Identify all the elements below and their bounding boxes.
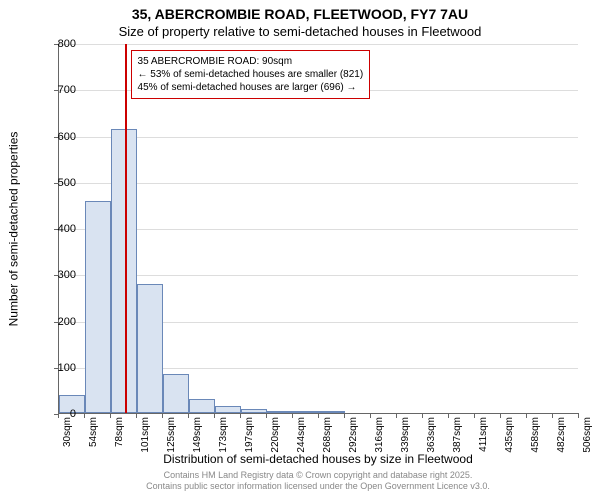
ytick-label: 400 <box>40 223 76 235</box>
xtick-label: 173sqm <box>218 417 229 453</box>
xtick-label: 220sqm <box>270 417 281 453</box>
xtick-label: 30sqm <box>62 417 73 447</box>
xtick-label: 101sqm <box>140 417 151 453</box>
xtick-mark <box>240 413 241 418</box>
xtick-label: 125sqm <box>166 417 177 453</box>
histogram-bar <box>267 411 293 413</box>
xtick-label: 482sqm <box>556 417 567 453</box>
ytick-label: 100 <box>40 362 76 374</box>
xtick-mark <box>422 413 423 418</box>
ytick-label: 700 <box>40 84 76 96</box>
xtick-mark <box>110 413 111 418</box>
xtick-mark <box>474 413 475 418</box>
xtick-mark <box>84 413 85 418</box>
xtick-label: 411sqm <box>478 417 489 452</box>
xtick-mark <box>162 413 163 418</box>
property-size-chart: 35, ABERCROMBIE ROAD, FLEETWOOD, FY7 7AU… <box>0 0 600 500</box>
xtick-label: 268sqm <box>322 417 333 453</box>
ytick-label: 500 <box>40 177 76 189</box>
xtick-label: 78sqm <box>114 417 125 447</box>
xtick-mark <box>266 413 267 418</box>
chart-subtitle: Size of property relative to semi-detach… <box>0 24 600 39</box>
xtick-label: 292sqm <box>348 417 359 453</box>
histogram-bar <box>189 399 215 413</box>
histogram-bar <box>137 284 163 414</box>
ytick-label: 300 <box>40 269 76 281</box>
attribution-line-1: Contains HM Land Registry data © Crown c… <box>58 470 578 481</box>
gridline <box>59 44 578 45</box>
xtick-label: 363sqm <box>426 417 437 453</box>
ytick-label: 800 <box>40 38 76 50</box>
ytick-label: 200 <box>40 316 76 328</box>
xtick-mark <box>292 413 293 418</box>
xtick-label: 339sqm <box>400 417 411 453</box>
xtick-label: 54sqm <box>88 417 99 447</box>
xtick-mark <box>552 413 553 418</box>
histogram-bar <box>241 409 267 413</box>
annotation-line-1: 35 ABERCROMBIE ROAD: 90sqm <box>138 55 364 68</box>
xtick-mark <box>188 413 189 418</box>
x-axis-label: Distribution of semi-detached houses by … <box>58 452 578 466</box>
histogram-bar <box>293 411 319 413</box>
xtick-mark <box>318 413 319 418</box>
annotation-line-2: ← 53% of semi-detached houses are smalle… <box>138 68 364 81</box>
histogram-bar <box>163 374 189 413</box>
annotation-box: 35 ABERCROMBIE ROAD: 90sqm ← 53% of semi… <box>131 50 371 99</box>
xtick-label: 244sqm <box>296 417 307 453</box>
ytick-label: 600 <box>40 131 76 143</box>
xtick-label: 149sqm <box>192 417 203 453</box>
xtick-mark <box>578 413 579 418</box>
xtick-label: 387sqm <box>452 417 463 453</box>
histogram-bar <box>215 406 241 413</box>
plot-area: 35 ABERCROMBIE ROAD: 90sqm ← 53% of semi… <box>58 44 578 414</box>
property-marker-line <box>125 44 127 413</box>
xtick-mark <box>500 413 501 418</box>
xtick-label: 316sqm <box>374 417 385 453</box>
xtick-label: 458sqm <box>530 417 541 453</box>
xtick-label: 506sqm <box>582 417 593 453</box>
xtick-mark <box>370 413 371 418</box>
annotation-line-3: 45% of semi-detached houses are larger (… <box>138 81 364 94</box>
xtick-mark <box>396 413 397 418</box>
xtick-mark <box>526 413 527 418</box>
xtick-label: 197sqm <box>244 417 255 453</box>
chart-title: 35, ABERCROMBIE ROAD, FLEETWOOD, FY7 7AU <box>0 6 600 22</box>
xtick-mark <box>58 413 59 418</box>
histogram-bar <box>319 411 345 413</box>
attribution-text: Contains HM Land Registry data © Crown c… <box>58 470 578 493</box>
y-axis-label: Number of semi-detached properties <box>6 44 20 414</box>
histogram-bar <box>85 201 111 413</box>
xtick-label: 435sqm <box>504 417 515 453</box>
xtick-mark <box>448 413 449 418</box>
xtick-mark <box>214 413 215 418</box>
xtick-mark <box>344 413 345 418</box>
attribution-line-2: Contains public sector information licen… <box>58 481 578 492</box>
xtick-mark <box>136 413 137 418</box>
